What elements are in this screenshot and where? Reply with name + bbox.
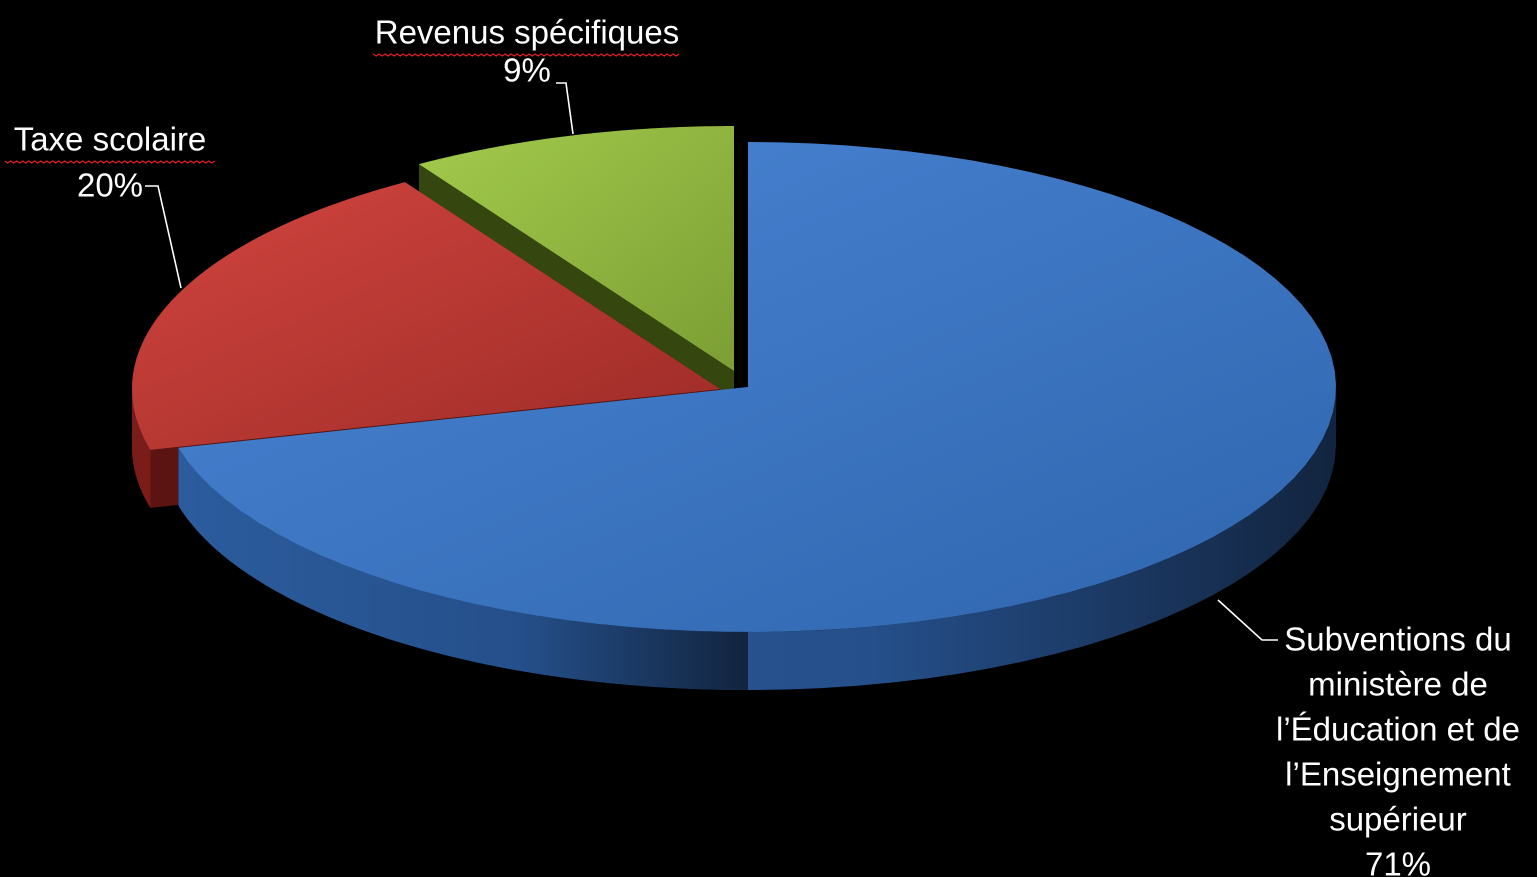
- slice-taxe-scolaire-label: Taxe scolaire 20%: [4, 121, 216, 289]
- slice-subventions-top: [178, 142, 1336, 632]
- spellcheck-underline: [372, 53, 680, 57]
- slice-taxe-scolaire-name-label: Taxe scolaire: [14, 121, 207, 158]
- slice-subventions-leader-line: [1217, 599, 1278, 641]
- slice-taxe-scolaire-leader-line: [145, 185, 182, 289]
- slice-subventions: [178, 142, 1336, 690]
- slice-subventions-name-label: ministère de: [1308, 666, 1488, 703]
- slice-revenus-specifiques-value-label: 9%: [503, 52, 551, 89]
- slice-revenus-specifiques-top: [418, 126, 734, 371]
- slice-subventions-name-label: supérieur: [1329, 801, 1467, 838]
- slice-subventions-label: Subventions du ministère de l’Éducation et…: [1217, 599, 1520, 877]
- spellcheck-underline: [4, 160, 216, 164]
- slice-taxe-scolaire-top: [132, 182, 720, 450]
- slice-revenus-specifiques-name-label: Revenus spécifiques: [375, 14, 680, 51]
- slice-subventions-rim-1: [178, 447, 748, 690]
- slice-subventions-name-label: Subventions du: [1284, 621, 1512, 658]
- slice-subventions-value-label: 71%: [1365, 846, 1431, 877]
- slice-subventions-name-label: l’Éducation et de: [1276, 711, 1520, 748]
- slice-taxe-scolaire-value-label: 20%: [77, 167, 143, 204]
- slice-subventions-name-label: l’Enseignement: [1285, 756, 1511, 793]
- slice-revenus-specifiques-leader-line: [556, 82, 574, 135]
